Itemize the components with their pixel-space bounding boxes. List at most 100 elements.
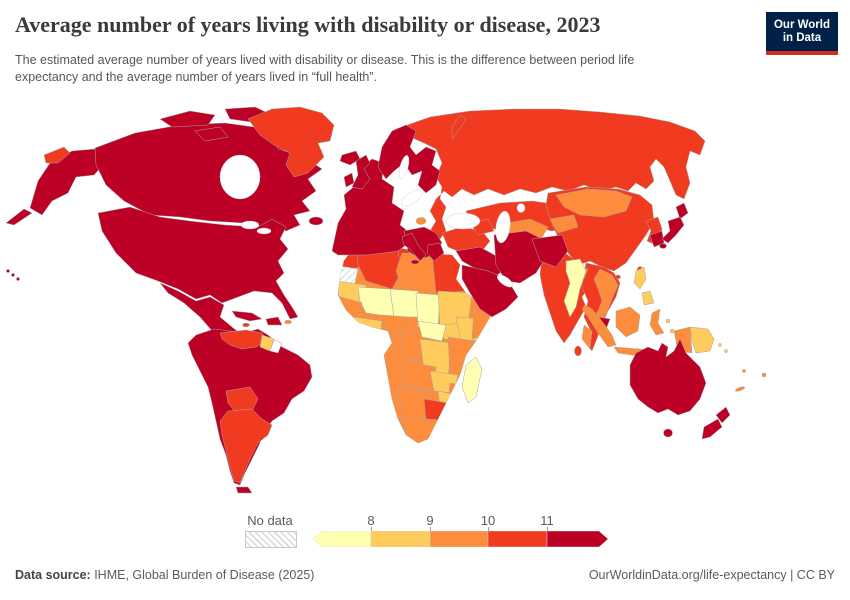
legend-bin-under-8[interactable] <box>312 530 372 548</box>
region-south-korea[interactable] <box>649 230 665 248</box>
region-novaya-zemlya[interactable] <box>451 114 467 140</box>
region-sri-lanka[interactable] <box>574 345 582 357</box>
legend-tick-label: 11 <box>540 513 554 528</box>
region-chukotka-wrap[interactable] <box>43 146 71 164</box>
region-australia[interactable] <box>629 338 707 416</box>
world-choropleth-map <box>0 103 850 503</box>
region-venezuela[interactable] <box>219 329 267 350</box>
region-moluccas-2[interactable] <box>669 328 675 334</box>
region-solomon-1[interactable] <box>718 343 722 347</box>
owid-logo-line1: Our World <box>773 19 830 31</box>
region-cameroon-gabon[interactable] <box>401 330 425 362</box>
region-mali[interactable] <box>357 286 395 318</box>
legend-tick-mark <box>547 527 548 531</box>
region-japan-kyushu[interactable] <box>659 243 667 249</box>
legend-color-scale: 8 9 10 11 <box>312 513 609 548</box>
region-western-europe[interactable] <box>331 158 411 256</box>
persian-gulf <box>497 274 513 288</box>
region-namibia[interactable] <box>397 386 429 422</box>
region-iran[interactable] <box>493 230 547 284</box>
legend-bin-8-9[interactable] <box>370 530 431 548</box>
hawaii-island-2[interactable] <box>11 273 15 277</box>
region-italy[interactable] <box>401 232 427 262</box>
region-puerto-rico[interactable] <box>284 319 292 325</box>
region-zambia[interactable] <box>429 370 459 394</box>
region-south-africa[interactable] <box>401 416 455 447</box>
aral-sea <box>516 203 526 213</box>
region-philippines-luzon[interactable] <box>633 266 647 290</box>
data-source-label: Data source: <box>15 568 91 582</box>
region-moluccas-1[interactable] <box>665 318 671 324</box>
region-arabian-peninsula[interactable] <box>461 264 519 318</box>
region-jamaica[interactable] <box>242 322 250 328</box>
region-suriname[interactable] <box>269 339 283 354</box>
region-alaska[interactable] <box>29 148 104 216</box>
region-japan-honshu[interactable] <box>661 216 685 244</box>
caspian-sea <box>495 210 511 244</box>
region-hawaii[interactable] <box>6 269 20 281</box>
owid-logo[interactable]: Our World in Data <box>765 12 838 55</box>
region-new-zealand-north[interactable] <box>715 406 731 424</box>
hawaii-island-3[interactable] <box>16 277 20 281</box>
region-niger[interactable] <box>389 288 421 318</box>
region-ireland[interactable] <box>343 172 355 188</box>
region-central-african-republic[interactable] <box>417 320 447 342</box>
subtitle-line-1: The estimated average number of years li… <box>15 53 635 67</box>
region-sicily[interactable] <box>410 259 420 265</box>
region-myanmar[interactable] <box>563 258 587 318</box>
region-new-caledonia[interactable] <box>735 386 745 392</box>
legend-tick-mark <box>430 527 431 531</box>
region-angola[interactable] <box>403 360 437 392</box>
legend-bin-9-10[interactable] <box>429 530 489 548</box>
world-map-svg <box>5 106 767 494</box>
region-hungary[interactable] <box>415 217 427 225</box>
legend-bin-10-11[interactable] <box>487 530 548 548</box>
hawaii-island-1[interactable] <box>6 269 10 273</box>
region-malaysia[interactable] <box>581 324 593 350</box>
region-sumatra[interactable] <box>581 304 617 348</box>
data-source-value: IHME, Global Burden of Disease (2025) <box>90 568 315 582</box>
legend-tick-mark <box>488 527 489 531</box>
owid-logo-line2: in Data <box>782 32 822 44</box>
region-sulawesi[interactable] <box>649 308 665 336</box>
region-madagascar[interactable] <box>461 356 483 404</box>
region-iraq-syria[interactable] <box>455 246 507 278</box>
region-vanuatu[interactable] <box>742 369 746 373</box>
region-japan-hokkaido[interactable] <box>675 202 689 220</box>
subtitle-line-2: expectancy and the average number of yea… <box>15 70 378 84</box>
region-new-zealand-south[interactable] <box>701 418 723 440</box>
region-tasmania[interactable] <box>663 428 673 438</box>
region-alaska-aleutians[interactable] <box>5 208 33 226</box>
great-lakes-2 <box>256 227 272 235</box>
black-sea <box>445 212 481 230</box>
region-argentina-paraguay[interactable] <box>219 408 273 484</box>
region-fiji[interactable] <box>761 372 767 378</box>
region-canada-arctic-island-1[interactable] <box>159 110 216 128</box>
region-victoria-island[interactable] <box>194 126 229 142</box>
region-united-kingdom[interactable] <box>351 154 371 190</box>
region-cuba[interactable] <box>231 310 263 322</box>
region-papua-new-guinea[interactable] <box>689 326 715 354</box>
region-greenland[interactable] <box>247 106 335 178</box>
region-afghanistan[interactable] <box>531 234 569 268</box>
region-greece[interactable] <box>426 242 445 262</box>
hudson-bay <box>219 154 261 200</box>
owid-url-license[interactable]: OurWorldinData.org/life-expectancy | CC … <box>588 568 835 582</box>
region-borneo[interactable] <box>615 306 641 338</box>
legend-bin-over-11[interactable] <box>546 530 609 548</box>
region-tierra-del-fuego[interactable] <box>235 486 253 494</box>
legend-tick-label: 9 <box>426 513 434 528</box>
region-mongolia[interactable] <box>555 188 633 218</box>
region-hispaniola[interactable] <box>265 316 283 326</box>
page-subtitle: The estimated average number of years li… <box>15 52 785 86</box>
legend-no-data-swatch[interactable] <box>245 531 297 548</box>
region-iceland[interactable] <box>339 150 361 166</box>
region-kyrgyzstan[interactable] <box>549 214 579 234</box>
region-hainan[interactable] <box>615 274 621 280</box>
region-philippines-mindanao[interactable] <box>641 290 655 306</box>
region-newfoundland[interactable] <box>308 216 324 226</box>
region-solomon-2[interactable] <box>724 349 728 353</box>
legend-tick-label: 10 <box>480 513 496 528</box>
baltic-sea <box>401 189 423 207</box>
